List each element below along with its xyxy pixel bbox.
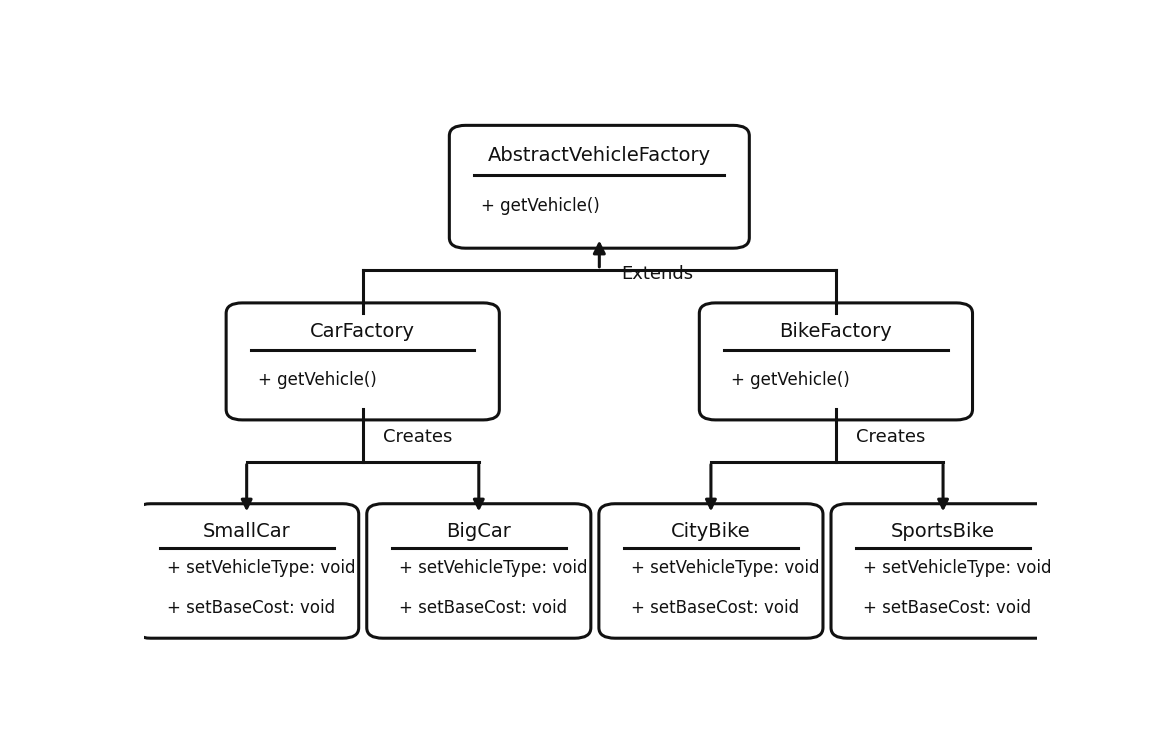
Text: + setBaseCost: void: + setBaseCost: void — [399, 599, 567, 617]
Text: + setVehicleType: void: + setVehicleType: void — [399, 559, 588, 577]
FancyBboxPatch shape — [831, 503, 1055, 638]
FancyBboxPatch shape — [366, 503, 591, 638]
Text: CityBike: CityBike — [672, 522, 751, 541]
Text: AbstractVehicleFactory: AbstractVehicleFactory — [487, 146, 711, 165]
FancyBboxPatch shape — [135, 503, 358, 638]
Text: + setBaseCost: void: + setBaseCost: void — [631, 599, 799, 617]
Text: BikeFactory: BikeFactory — [780, 322, 893, 341]
Text: + setVehicleType: void: + setVehicleType: void — [863, 559, 1052, 577]
Text: + setBaseCost: void: + setBaseCost: void — [863, 599, 1031, 617]
FancyBboxPatch shape — [699, 303, 972, 420]
Text: + getVehicle(): + getVehicle() — [482, 197, 600, 215]
Text: SportsBike: SportsBike — [890, 522, 995, 541]
Text: SmallCar: SmallCar — [203, 522, 290, 541]
Text: CarFactory: CarFactory — [310, 322, 415, 341]
Text: + setVehicleType: void: + setVehicleType: void — [167, 559, 355, 577]
Text: Creates: Creates — [384, 428, 453, 446]
Text: + getVehicle(): + getVehicle() — [732, 370, 850, 389]
FancyBboxPatch shape — [226, 303, 499, 420]
Text: + getVehicle(): + getVehicle() — [258, 370, 377, 389]
FancyBboxPatch shape — [599, 503, 823, 638]
Text: + setVehicleType: void: + setVehicleType: void — [631, 559, 819, 577]
Text: BigCar: BigCar — [446, 522, 511, 541]
Text: Creates: Creates — [856, 428, 926, 446]
FancyBboxPatch shape — [449, 125, 749, 248]
Text: + setBaseCost: void: + setBaseCost: void — [167, 599, 335, 617]
Text: Extends: Extends — [622, 265, 694, 283]
